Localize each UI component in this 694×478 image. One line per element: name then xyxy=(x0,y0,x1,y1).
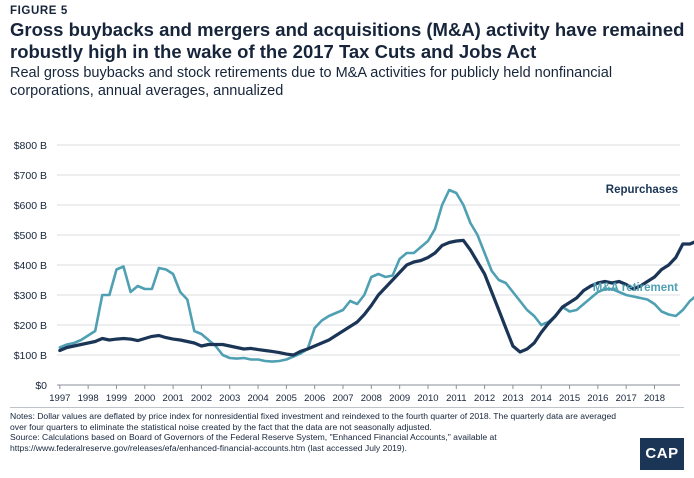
x-tick-label: 2004 xyxy=(247,393,268,404)
x-tick-label: 2010 xyxy=(417,393,438,404)
notes-divider xyxy=(10,407,684,408)
series-line-m-a-retirement xyxy=(58,188,694,363)
y-tick-label: $200 B xyxy=(14,320,47,332)
x-tick-label: 2002 xyxy=(191,393,212,404)
x-tick-label: 1999 xyxy=(106,393,127,404)
y-tick-label: $800 B xyxy=(14,140,47,152)
x-tick-label: 2000 xyxy=(134,393,155,404)
figure-label: FIGURE 5 xyxy=(10,5,68,17)
y-tick-label: $500 B xyxy=(14,230,47,242)
cap-logo: CAP xyxy=(640,438,684,470)
series-line-repurchases xyxy=(58,238,694,357)
x-tick-label: 2017 xyxy=(616,393,637,404)
notes: Notes: Dollar values are deflated by pri… xyxy=(10,411,630,453)
x-tick-label: 2001 xyxy=(163,393,184,404)
y-tick-label: $700 B xyxy=(14,170,47,182)
line-chart: $0 $100 B $200 B $300 B $400 B $500 B $600 B $7… xyxy=(14,140,694,404)
chart-subtitle: Real gross buybacks and stock retirement… xyxy=(10,65,613,99)
notes-text: Notes: Dollar values are deflated by pri… xyxy=(10,411,617,432)
x-tick-label: 2005 xyxy=(276,393,297,404)
x-tick-label: 2007 xyxy=(332,393,353,404)
x-tick-label: 2011 xyxy=(446,393,466,404)
gridlines xyxy=(57,144,680,386)
x-axis-tick-labels: 1997 1998 1999 2000 2001 2002 2003 2004 2005 2006… xyxy=(49,385,665,404)
series-annotations: Repurchases M&A retirement xyxy=(593,184,678,294)
x-tick-label: 2008 xyxy=(361,393,382,404)
x-tick-label: 1998 xyxy=(78,393,99,404)
series-lines xyxy=(58,188,694,363)
y-tick-label: $100 B xyxy=(14,350,47,362)
chart-title: Gross buybacks and mergers and acquisiti… xyxy=(10,19,685,62)
y-axis-tick-labels: $0 $100 B $200 B $300 B $400 B $500 B $600 B $7… xyxy=(14,140,47,392)
x-tick-label: 2015 xyxy=(559,393,580,404)
x-tick-label: 2013 xyxy=(502,393,523,404)
x-tick-label: 2003 xyxy=(219,393,240,404)
x-tick-label: 2018 xyxy=(644,393,665,404)
annotation-repurchases: Repurchases xyxy=(606,184,678,196)
x-tick-label: 2012 xyxy=(474,393,495,404)
x-tick-label: 1997 xyxy=(49,393,70,404)
source-text: Source: Calculations based on Board of G… xyxy=(10,432,497,453)
x-tick-label: 2016 xyxy=(587,393,608,404)
y-tick-label: $300 B xyxy=(14,290,47,302)
x-tick-label: 2009 xyxy=(389,393,410,404)
y-tick-label: $600 B xyxy=(14,200,47,212)
x-tick-label: 2006 xyxy=(304,393,325,404)
annotation-ma-retirement: M&A retirement xyxy=(593,282,678,294)
x-tick-label: 2014 xyxy=(531,393,552,404)
y-tick-label: $400 B xyxy=(14,260,47,272)
y-tick-label: $0 xyxy=(35,380,47,392)
